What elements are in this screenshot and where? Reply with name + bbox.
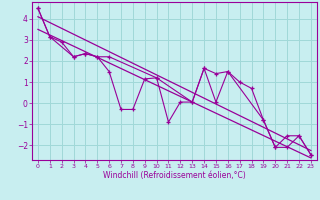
X-axis label: Windchill (Refroidissement éolien,°C): Windchill (Refroidissement éolien,°C) <box>103 171 246 180</box>
